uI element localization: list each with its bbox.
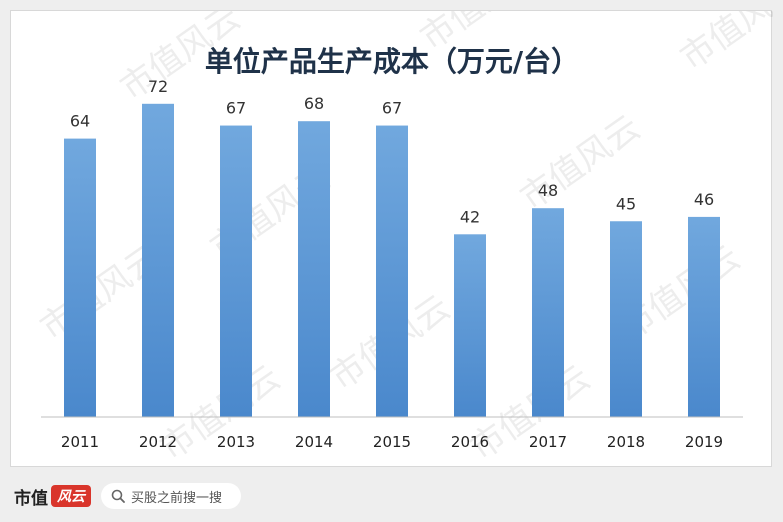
- search-icon: [111, 489, 125, 503]
- x-tick-label: 2018: [607, 433, 645, 451]
- brand-mark: 风云: [51, 485, 91, 507]
- bar: [142, 103, 174, 418]
- data-label: 68: [304, 94, 324, 113]
- x-tick-label: 2017: [529, 433, 567, 451]
- data-label: 67: [226, 99, 246, 118]
- search-box[interactable]: 买股之前搜一搜: [101, 483, 241, 509]
- x-tick-label: 2011: [61, 433, 99, 451]
- chart-card: 市值风云市值风云市值风云市值风云市值风云市值风云市值风云市值风云市值风云市值风云…: [10, 10, 773, 468]
- x-tick-label: 2014: [295, 433, 333, 451]
- bar: [610, 221, 642, 417]
- data-label: 48: [538, 181, 558, 200]
- data-label: 42: [460, 207, 480, 226]
- brand-logo[interactable]: 市值 风云: [14, 484, 91, 509]
- bar: [454, 234, 486, 417]
- chart-title: 单位产品生产成本（万元/台）: [205, 45, 579, 78]
- x-tick-label: 2013: [217, 433, 255, 451]
- x-tick-label: 2016: [451, 433, 489, 451]
- data-label: 67: [382, 99, 402, 118]
- x-tick-label: 2015: [373, 433, 411, 451]
- watermark-text: 市值风云: [673, 11, 773, 78]
- brand-name: 市值: [14, 488, 48, 509]
- data-label: 64: [70, 112, 90, 131]
- data-label: 46: [694, 190, 714, 209]
- data-label: 72: [148, 77, 168, 96]
- bar-chart: 市值风云市值风云市值风云市值风云市值风云市值风云市值风云市值风云市值风云市值风云…: [33, 11, 773, 468]
- x-tick-label: 2012: [139, 433, 177, 451]
- search-placeholder: 买股之前搜一搜: [131, 490, 223, 506]
- footer-bar: 市值 风云 买股之前搜一搜: [0, 470, 783, 522]
- bar: [688, 216, 720, 417]
- bar: [298, 121, 330, 417]
- bar: [532, 208, 564, 417]
- data-label: 45: [616, 194, 636, 213]
- x-tick-label: 2019: [685, 433, 723, 451]
- bar: [64, 138, 96, 417]
- bar: [220, 125, 252, 418]
- bar: [376, 125, 408, 418]
